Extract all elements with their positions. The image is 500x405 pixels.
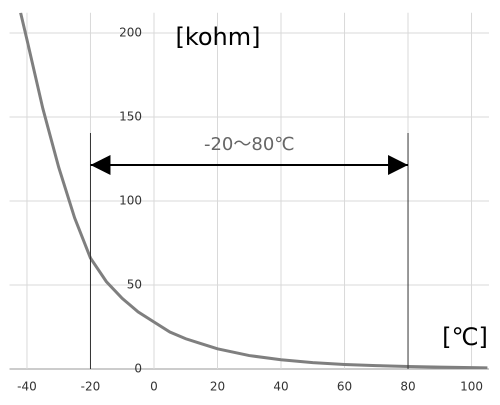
- range-label: -20～80℃: [204, 134, 295, 155]
- curve: [19, 12, 488, 370]
- y-tick-label: 0: [134, 362, 142, 376]
- x-tick-label: -40: [17, 380, 37, 394]
- x-tick-label: -20: [81, 380, 101, 394]
- y-tick-label: 50: [127, 277, 142, 291]
- y-tick-label: 100: [119, 193, 142, 207]
- x-tick-label: 100: [460, 380, 483, 394]
- x-tick-label: 40: [273, 380, 288, 394]
- y-unit-label: [kohm]: [175, 23, 260, 51]
- y-tick-label: 150: [119, 109, 142, 123]
- x-tick-label: 80: [400, 380, 415, 394]
- x-tick-label: 60: [337, 380, 352, 394]
- x-tick-label: 20: [210, 380, 225, 394]
- x-unit-label: [℃]: [442, 323, 488, 351]
- y-tick-label: 200: [119, 25, 142, 39]
- x-tick-label: 0: [150, 380, 158, 394]
